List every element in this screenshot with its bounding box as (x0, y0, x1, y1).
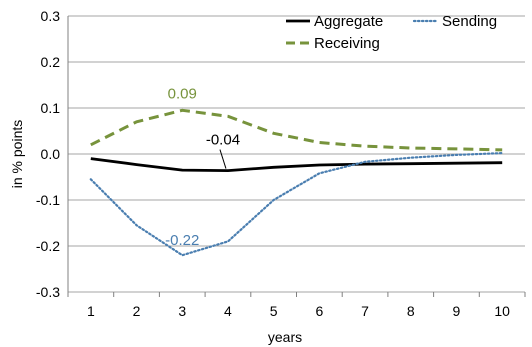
x-tick-label: 1 (87, 303, 95, 319)
x-tick-label: 3 (178, 303, 186, 319)
x-tick-label: 10 (494, 303, 510, 319)
x-tick-label: 7 (361, 303, 369, 319)
x-tick-label: 5 (270, 303, 278, 319)
x-tick-label: 2 (133, 303, 141, 319)
y-axis-title: in % points (9, 120, 25, 188)
legend-label: Aggregate (314, 13, 383, 30)
data-label: -0.22 (165, 232, 199, 249)
data-label: 0.09 (168, 85, 197, 102)
x-axis-title: years (268, 329, 302, 345)
y-tick-label: -0.3 (36, 284, 60, 300)
series-lines (89, 108, 504, 257)
y-tick-label: 0.0 (41, 146, 61, 162)
label-leader-line (219, 149, 227, 169)
y-tick-label: 0.1 (41, 100, 61, 116)
x-tick-label: 9 (453, 303, 461, 319)
axes: 0.3 0.2 0.1 0.0 -0.1 -0.2 -0.3 1 2 3 4 5 6 7 8 9 10 (36, 8, 526, 319)
series-line-sending (89, 152, 504, 257)
gridlines (68, 15, 525, 293)
legend-label: Receiving (314, 35, 380, 52)
series-line-aggregate (90, 157, 503, 173)
x-tick-label: 8 (407, 303, 415, 319)
y-tick-label: 0.2 (41, 54, 61, 70)
legend-label: Sending (442, 13, 497, 30)
y-tick-label: -0.2 (36, 238, 60, 254)
data-label: -0.04 (206, 132, 240, 149)
y-tick-label: 0.3 (41, 8, 61, 24)
y-tick-label: -0.1 (36, 192, 60, 208)
x-tick-label: 6 (315, 303, 323, 319)
series-line-receiving (90, 108, 503, 152)
x-tick-label: 4 (224, 303, 232, 319)
legend: Aggregate Sending Receiving (286, 13, 497, 52)
data-labels: 0.09 -0.04 -0.22 (165, 85, 240, 249)
